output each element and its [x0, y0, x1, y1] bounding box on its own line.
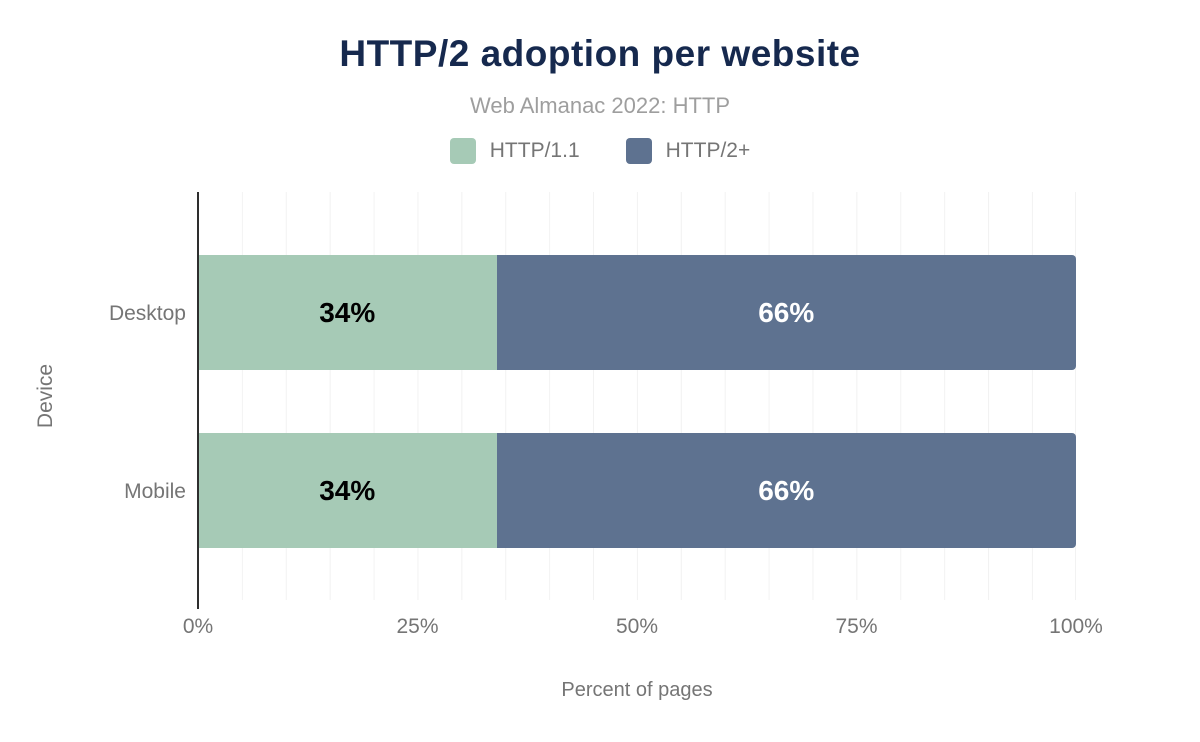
- category-label-desktop: Desktop: [108, 301, 186, 325]
- legend-label: HTTP/2+: [665, 139, 751, 162]
- bar-value-label: 34%: [319, 296, 376, 328]
- x-axis-title: Percent of pages: [561, 679, 713, 701]
- bar-segment-desktop-http-1-1[interactable]: 34%: [198, 255, 497, 370]
- legend-label: HTTP/1.1: [489, 139, 580, 162]
- legend-item-http-2-[interactable]: HTTP/2+: [625, 138, 751, 164]
- y-axis-line: [197, 192, 199, 609]
- bar-value-label: 66%: [758, 474, 815, 506]
- category-label-mobile: Mobile: [124, 479, 186, 503]
- bar-value-label: 34%: [319, 474, 376, 506]
- bar-value-label: 66%: [758, 296, 815, 328]
- x-tick-label-25pct: 25%: [396, 615, 439, 638]
- gridline-100pct: [1075, 192, 1076, 600]
- plot-area: 34% 66% 34% 66%: [197, 192, 1076, 609]
- y-axis-title: Device: [34, 363, 57, 429]
- bar-row-desktop: 34% 66%: [198, 255, 1076, 370]
- legend-item-http-1-1[interactable]: HTTP/1.1: [449, 138, 580, 164]
- bar-segment-mobile-http-2-[interactable]: 66%: [496, 433, 1076, 548]
- x-tick-label-100pct: 100%: [1049, 615, 1103, 638]
- legend: HTTP/1.1 HTTP/2+: [0, 138, 1200, 164]
- x-axis-ticks: 0% 25% 50% 75% 100%: [183, 615, 1103, 645]
- chart-subtitle: Web Almanac 2022: HTTP: [469, 93, 731, 118]
- legend-swatch: [625, 138, 652, 164]
- bar-segment-mobile-http-1-1[interactable]: 34%: [198, 433, 497, 548]
- bar-segment-desktop-http-2-[interactable]: 66%: [496, 255, 1076, 370]
- legend-swatch: [449, 138, 476, 164]
- x-tick-label-0pct: 0%: [182, 615, 214, 638]
- x-tick-label-75pct: 75%: [835, 615, 878, 638]
- bar-row-mobile: 34% 66%: [198, 433, 1076, 548]
- chart-title: HTTP/2 adoption per website: [339, 33, 861, 74]
- x-tick-label-50pct: 50%: [615, 615, 659, 638]
